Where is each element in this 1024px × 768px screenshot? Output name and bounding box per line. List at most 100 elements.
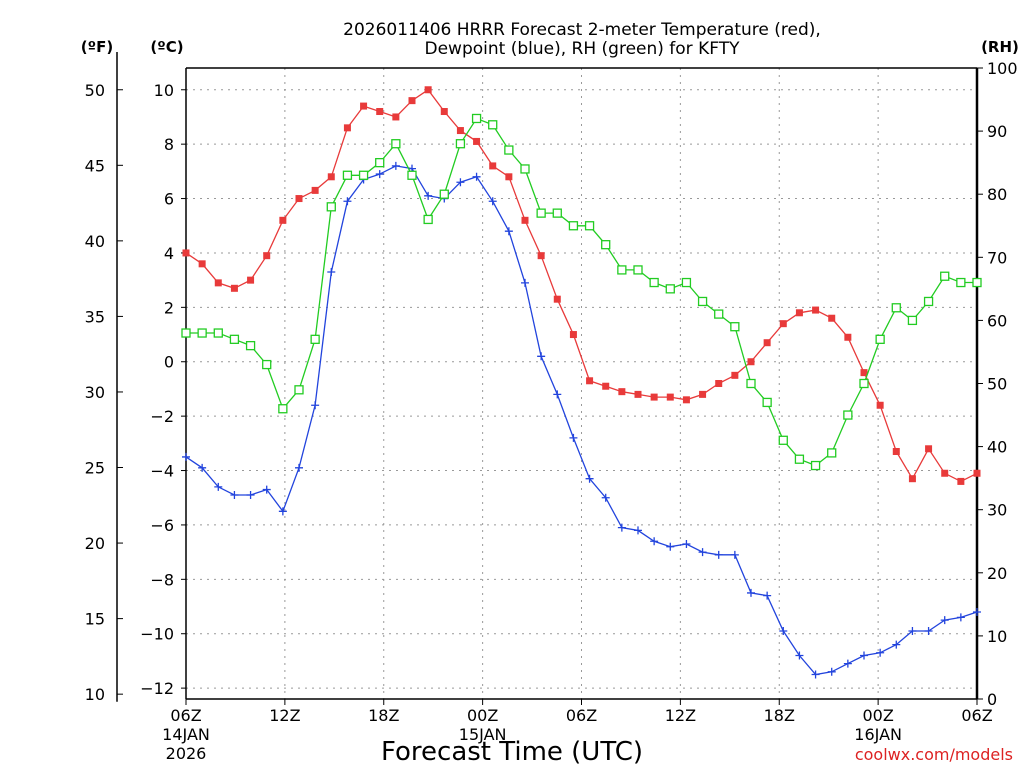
dewpoint-point <box>343 197 352 206</box>
temperature-point <box>569 331 577 339</box>
credit-text: coolwx.com/models <box>855 745 1013 764</box>
dewpoint-point <box>521 278 529 287</box>
celsius-tick-label: −10 <box>140 625 174 644</box>
dewpoint-point <box>553 390 562 399</box>
dewpoint-point <box>569 433 578 442</box>
dewpoint-point <box>827 667 836 676</box>
rh-point <box>213 328 223 338</box>
temperature-point <box>731 371 739 379</box>
rh-point <box>358 170 369 180</box>
celsius-tick-label: 0 <box>164 353 174 372</box>
fahrenheit-tick-label: 40 <box>85 232 105 251</box>
temperature-point <box>795 309 803 317</box>
dewpoint-point <box>537 352 546 361</box>
temperature-point <box>408 97 416 105</box>
celsius-tick-label: 4 <box>164 244 174 263</box>
temperature-point <box>618 388 626 396</box>
dewpoint-point <box>295 463 303 472</box>
rh-point <box>762 397 772 408</box>
x-tick-label: 06Z <box>961 706 992 725</box>
rh-point <box>665 284 675 294</box>
axes: −12 −10 −8 −6 −4 −2 0 2 4 6 8 10 10 15 20 25 30 35 40 45 50 0… <box>85 51 1018 763</box>
temperature-point <box>650 393 658 401</box>
dewpoint-point <box>763 591 772 600</box>
rh-tick-label: 50 <box>987 375 1007 394</box>
rh-point <box>568 221 579 231</box>
rh-point <box>714 309 724 319</box>
rh-point <box>697 296 708 307</box>
temperature-point <box>505 173 513 181</box>
rh-point <box>181 328 191 338</box>
temperature-point <box>925 445 933 453</box>
temperature-point <box>892 447 900 455</box>
temperature-point <box>973 469 981 477</box>
dewpoint-point <box>698 548 707 557</box>
rh-point <box>504 145 514 155</box>
rh-point <box>488 120 498 130</box>
dewpoint-line <box>185 165 978 676</box>
dewpoint-point <box>779 627 788 636</box>
rh-point <box>843 410 853 420</box>
x-tick-label: 12Z <box>269 706 300 725</box>
rh-point <box>552 208 562 218</box>
x-date-label: 14JAN <box>162 725 210 744</box>
temperature-point <box>343 124 351 132</box>
rh-point <box>891 303 901 313</box>
celsius-tick-label: 6 <box>164 190 174 209</box>
temperature-point <box>521 216 529 224</box>
temperature-point <box>424 86 432 94</box>
rh-point <box>536 208 546 218</box>
dewpoint-point <box>892 640 901 649</box>
temperature-point <box>392 113 400 121</box>
chart-title-line2: Dewpoint (blue), RH (green) for KFTY <box>425 39 741 59</box>
rh-point <box>681 277 692 288</box>
temperature-point <box>812 306 820 314</box>
celsius-tick-label: 8 <box>164 135 174 154</box>
rh-point <box>326 202 336 212</box>
celsius-tick-label: −6 <box>150 516 174 535</box>
rh-point <box>471 113 482 124</box>
temperature-point <box>279 216 287 224</box>
temperature-point <box>230 284 238 292</box>
rh-point <box>633 265 643 275</box>
fahrenheit-tick-label: 15 <box>85 610 105 629</box>
x-tick-label: 00Z <box>467 706 498 725</box>
rh-point <box>778 435 788 445</box>
temperature-point <box>666 393 674 401</box>
x-axis-label: Forecast Time (UTC) <box>381 737 643 767</box>
dewpoint-point <box>230 491 239 500</box>
dewpoint-point <box>666 542 675 551</box>
temperature-point <box>295 195 303 203</box>
rh-point <box>617 265 627 275</box>
dewpoint-point <box>424 191 433 200</box>
temperature-point <box>473 137 481 145</box>
dewpoint-point <box>601 493 610 502</box>
temperature-point <box>247 276 255 284</box>
dewpoint-point <box>617 523 626 532</box>
dewpoint-point <box>876 648 885 657</box>
dewpoint-point <box>198 463 207 472</box>
celsius-tick-label: −12 <box>140 679 174 698</box>
rh-point <box>923 296 934 307</box>
temperature-point <box>876 401 884 409</box>
dewpoint-point <box>278 507 287 516</box>
celsius-tick-label: 10 <box>154 81 174 100</box>
rh-tick-label: 10 <box>987 627 1007 646</box>
temperature-point <box>376 108 384 116</box>
dewpoint-point <box>924 627 933 636</box>
rh-point <box>278 404 288 414</box>
fahrenheit-unit-label: (ºF) <box>81 38 113 56</box>
temperature-point <box>182 249 190 257</box>
chart-title-line1: 2026011406 HRRR Forecast 2-meter Tempera… <box>343 20 821 40</box>
rh-point <box>810 460 821 471</box>
x-tick-label: 06Z <box>170 706 201 725</box>
dewpoint-point <box>246 491 255 500</box>
temperature-point <box>440 108 448 116</box>
rh-point <box>262 359 272 370</box>
dewpoint-point <box>714 550 723 559</box>
rh-point <box>229 334 240 344</box>
rh-point <box>649 277 659 288</box>
x-date-label: 16JAN <box>854 725 902 744</box>
rh-point <box>375 157 385 168</box>
rh-point <box>859 378 869 389</box>
